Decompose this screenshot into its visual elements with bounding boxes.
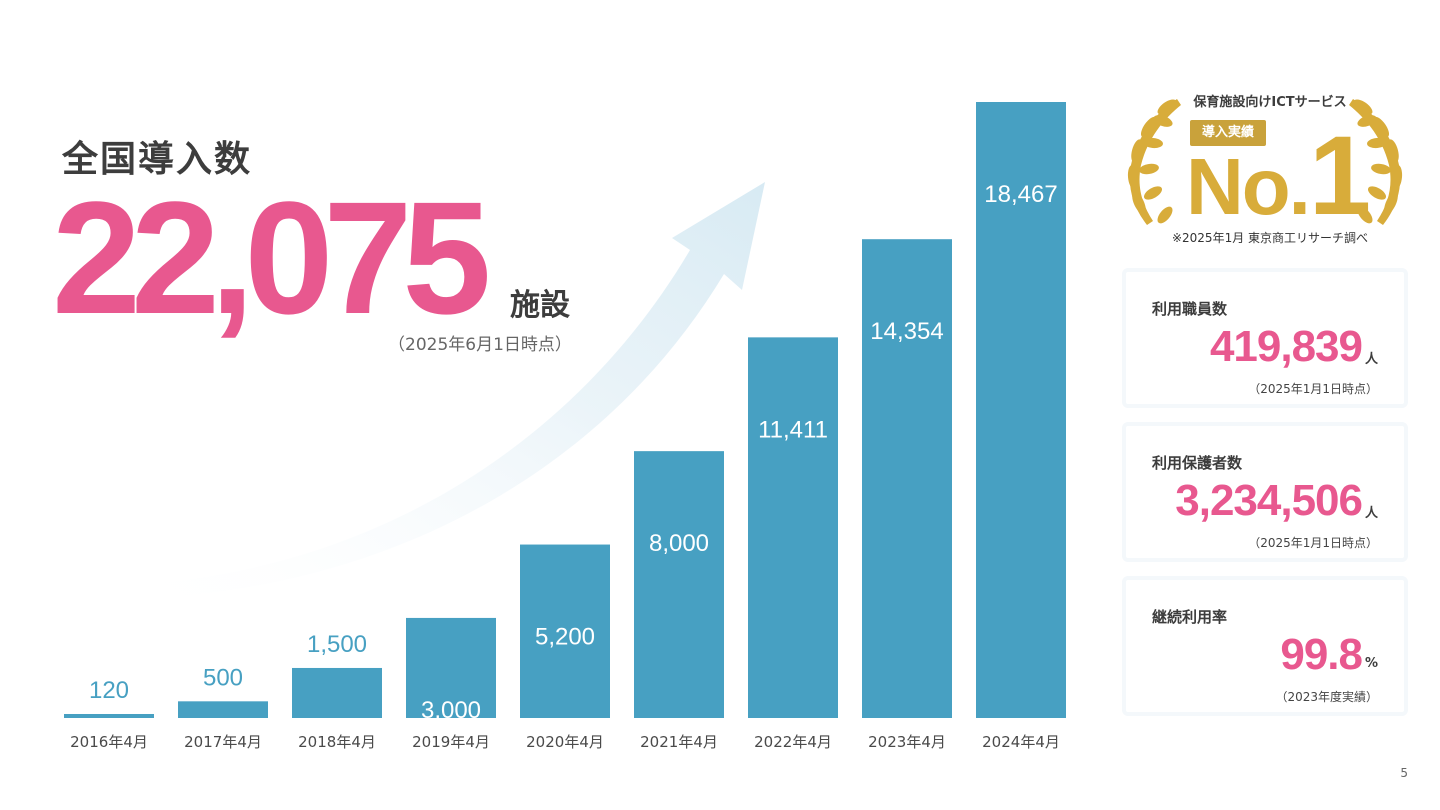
bar-value-label-3: 3,000 (421, 697, 481, 724)
x-tick-label-4: 2020年4月 (526, 733, 604, 751)
badge-subtitle: 保育施設向けICTサービス (1193, 95, 1347, 110)
badge-rank: No.1 (1186, 120, 1371, 232)
stat-card-retention-rate: 継続利用率 99.8 % （2023年度実績） (1122, 576, 1408, 716)
x-tick-label-0: 2016年4月 (70, 733, 148, 751)
stat-value: 99.8 (1280, 630, 1363, 679)
stat-value: 3,234,506 (1175, 476, 1363, 525)
bar-value-label-6: 11,411 (758, 416, 828, 443)
stat-note: （2025年1月1日時点） (1248, 536, 1378, 550)
x-tick-label-8: 2024年4月 (982, 733, 1060, 751)
badge-rank-prefix: No. (1186, 142, 1311, 231)
x-tick-label-5: 2021年4月 (640, 733, 718, 751)
total-installations-date-note: （2025年6月1日時点） (388, 335, 572, 355)
total-installations-value: 22,075 (52, 168, 491, 347)
bar-6 (748, 337, 838, 718)
bar-2 (292, 667, 382, 718)
bar-value-label-5: 8,000 (649, 530, 709, 557)
bar-value-label-8: 18,467 (984, 181, 1057, 208)
page-number: 5 (1400, 766, 1408, 780)
stat-card-guardian-users: 利用保護者数 3,234,506 人 （2025年1月1日時点） (1122, 422, 1408, 562)
stat-unit: 人 (1364, 352, 1378, 367)
stat-note: （2025年1月1日時点） (1248, 382, 1378, 396)
x-tick-label-3: 2019年4月 (412, 733, 490, 751)
stat-label: 利用職員数 (1152, 300, 1228, 318)
bar-1 (178, 701, 268, 718)
bar-value-label-1: 500 (203, 664, 243, 691)
stat-unit: 人 (1364, 506, 1378, 521)
stat-card-staff-users: 利用職員数 419,839 人 （2025年1月1日時点） (1122, 268, 1408, 408)
x-tick-label-6: 2022年4月 (754, 733, 832, 751)
bar-7 (862, 239, 952, 718)
stat-note: （2023年度実績） (1275, 690, 1378, 704)
x-tick-label-2: 2018年4月 (298, 733, 376, 751)
bar-0 (64, 713, 154, 718)
x-tick-label-1: 2017年4月 (184, 733, 262, 751)
total-installations-unit: 施設 (510, 288, 570, 323)
bar-value-label-4: 5,200 (535, 624, 595, 651)
bar-value-label-0: 120 (89, 677, 129, 704)
badge-source-note: ※2025年1月 東京商工リサーチ調べ (1171, 231, 1369, 245)
bar-5 (634, 451, 724, 718)
bar-4 (520, 544, 610, 718)
installations-bar-chart: 120 2016年4月 500 2017年4月 1,500 2018年4月 3,000 201… (64, 102, 1066, 751)
bar-value-label-7: 14,354 (870, 318, 943, 345)
stat-label: 継続利用率 (1152, 608, 1228, 626)
stat-label: 利用保護者数 (1152, 454, 1243, 472)
badge-tag: 導入実績 (1190, 120, 1266, 146)
badge-rank-number: 1 (1308, 113, 1371, 238)
stat-unit: % (1364, 656, 1378, 671)
laurel-wreath-icon (1127, 99, 1403, 225)
bar-8 (976, 102, 1066, 718)
bar-value-label-2: 1,500 (307, 631, 367, 658)
x-tick-label-7: 2023年4月 (868, 733, 946, 751)
stat-value: 419,839 (1209, 322, 1363, 371)
bar-3 (406, 617, 496, 718)
hero-title: 全国導入数 (62, 139, 253, 180)
